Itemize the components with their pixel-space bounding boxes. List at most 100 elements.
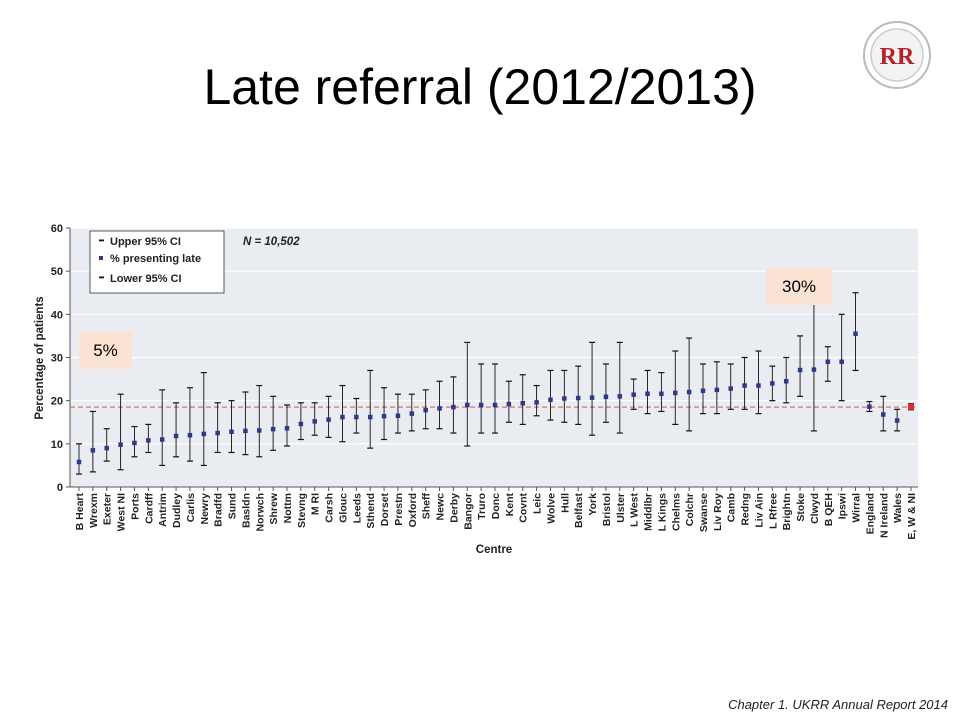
data-point [478, 402, 484, 408]
x-tick-label: Kent [504, 493, 516, 517]
data-point [686, 389, 692, 395]
data-point [797, 367, 803, 373]
y-tick-label: 40 [51, 309, 63, 321]
data-point [104, 445, 109, 451]
data-point [617, 394, 623, 399]
x-tick-label: Ports [129, 493, 141, 520]
data-point [908, 403, 914, 410]
data-point [367, 414, 373, 420]
legend-swatch-upper [99, 239, 104, 242]
data-point [770, 381, 775, 386]
x-tick-label: L West [629, 493, 641, 528]
x-tick-label: Newc [435, 493, 447, 521]
data-point [159, 437, 165, 442]
x-tick-label: Redng [740, 493, 752, 526]
x-tick-label: Liv Ain [753, 493, 765, 528]
x-tick-label: B QEH [823, 493, 835, 526]
data-marks [76, 283, 914, 475]
x-tick-label: Wolve [545, 493, 557, 524]
x-tick-label: Glouc [337, 493, 349, 523]
data-point [589, 395, 595, 400]
data-point [326, 417, 331, 422]
data-point [659, 391, 664, 397]
data-point [76, 459, 82, 465]
x-tick-label: Norwch [254, 493, 266, 532]
x-tick-label: Wales [892, 493, 904, 523]
data-point [118, 442, 123, 447]
x-tick-label: Brightn [781, 493, 793, 530]
x-tick-label: N Ireland [878, 493, 890, 538]
data-point [340, 414, 345, 420]
data-point [562, 396, 567, 401]
data-point [270, 426, 276, 432]
x-tick-label: Oxford [407, 493, 419, 527]
x-tick-label: Belfast [573, 493, 585, 529]
data-point [603, 394, 609, 400]
data-point [451, 404, 456, 410]
data-point [465, 402, 470, 408]
callout-low: 5% [79, 332, 132, 369]
callout-high: 30% [766, 268, 832, 305]
n-label: N = 10,502 [243, 236, 300, 248]
y-axis-label: Percentage of patients [34, 296, 46, 419]
data-point [894, 418, 900, 423]
data-point [354, 414, 359, 420]
x-tick-label: L Rfree [767, 493, 779, 529]
x-tick-label: Cardff [143, 493, 155, 524]
data-point [173, 433, 179, 439]
x-tick-label: Covnt [518, 493, 530, 523]
x-tick-label: Derby [448, 493, 460, 523]
x-tick-label: Exeter [102, 493, 114, 525]
data-point [575, 395, 581, 401]
y-tick-label: 60 [51, 223, 63, 235]
x-tick-label: Middlbr [643, 493, 655, 531]
x-tick-label: Nottm [282, 493, 294, 523]
data-point [395, 413, 401, 419]
x-tick-label: Bradfd [213, 493, 225, 527]
data-point [215, 430, 220, 436]
x-tick-label: Stoke [795, 493, 807, 522]
x-tick-label: Swanse [698, 493, 710, 532]
data-point [742, 383, 747, 388]
x-tick-label: Newry [199, 493, 211, 525]
x-tick-label: M RI [310, 493, 322, 515]
x-tick-label: England [864, 493, 876, 534]
x-tick-label: Leic [532, 493, 544, 514]
y-tick-labels: 0 10 20 30 40 50 60 [51, 223, 70, 494]
x-tick-label: Donc [490, 493, 502, 519]
x-tick-label: Ulster [615, 493, 627, 523]
ukrr-logo: RR [863, 21, 931, 89]
data-point [229, 429, 234, 434]
x-tick-label: Stevng [296, 493, 308, 528]
x-tick-label: Sund [227, 493, 239, 519]
data-point [492, 402, 498, 408]
data-point [243, 428, 248, 434]
x-tick-label: Bristol [601, 493, 613, 526]
x-tick-label: Wrexm [88, 493, 100, 528]
data-point [409, 411, 415, 416]
data-point [673, 390, 678, 396]
data-point [811, 367, 817, 372]
legend-swatch-marker [99, 256, 103, 260]
x-tick-label: Truro [476, 493, 488, 520]
data-point [867, 404, 872, 409]
data-point [506, 401, 512, 407]
x-tick-label: Leeds [351, 493, 363, 524]
x-axis-label: Centre [476, 544, 512, 556]
x-tick-label: L Kings [656, 493, 668, 531]
x-tick-label: Ipswi [837, 493, 849, 519]
x-tick-label: Wirral [851, 493, 863, 523]
x-tick-label: Carsh [324, 493, 336, 523]
data-point [298, 421, 304, 427]
legend-box [89, 230, 225, 294]
x-tick-label: Antrim [157, 493, 169, 527]
x-tick-label: Dorset [379, 493, 391, 527]
data-point [312, 419, 317, 424]
x-tick-label: Basldn [240, 493, 252, 528]
data-point [187, 432, 193, 438]
x-tick-label: Bangor [462, 493, 474, 530]
data-point [423, 407, 428, 413]
data-point [534, 400, 539, 405]
data-point [548, 397, 553, 403]
